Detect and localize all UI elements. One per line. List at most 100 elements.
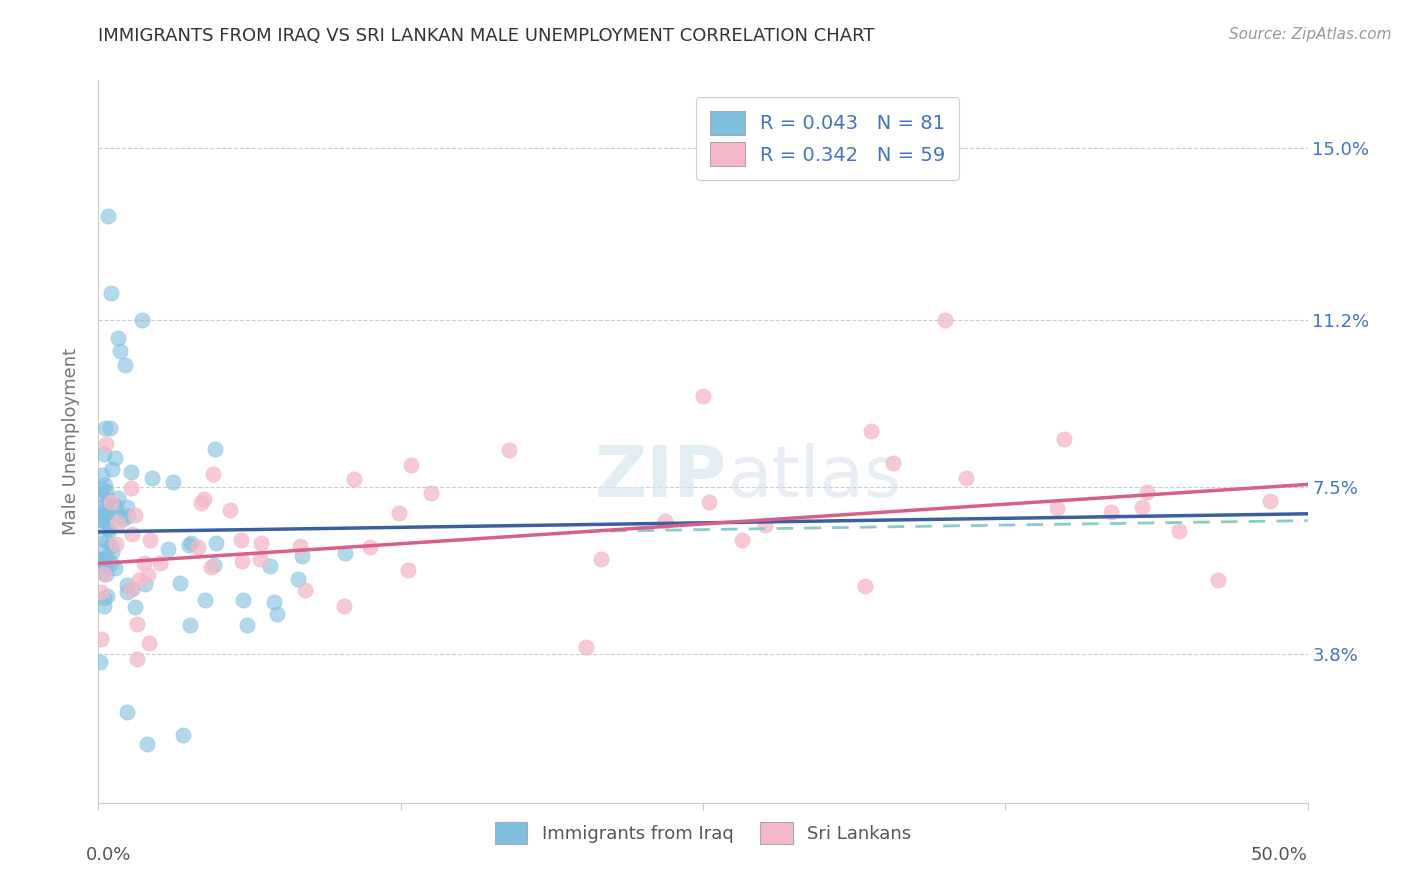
- Point: [187, 541, 209, 555]
- Point: [96, 589, 118, 603]
- Point: [136, 567, 159, 582]
- Point: [131, 312, 153, 326]
- Point: [419, 485, 441, 500]
- Point: [97, 209, 120, 223]
- Point: [193, 491, 215, 506]
- Point: [179, 618, 201, 632]
- Point: [96, 549, 118, 564]
- Point: [117, 584, 139, 599]
- Point: [93, 591, 115, 605]
- Text: Source: ZipAtlas.com: Source: ZipAtlas.com: [1229, 27, 1392, 42]
- Point: [96, 521, 118, 535]
- Point: [110, 510, 132, 524]
- Point: [100, 495, 122, 509]
- Point: [177, 537, 200, 551]
- Point: [91, 504, 114, 518]
- Point: [94, 499, 117, 513]
- Point: [288, 539, 311, 553]
- Point: [121, 582, 143, 597]
- Point: [591, 552, 613, 566]
- Point: [287, 572, 309, 586]
- Point: [180, 536, 202, 550]
- Point: [114, 358, 136, 372]
- Point: [90, 513, 112, 527]
- Point: [94, 504, 117, 518]
- Point: [115, 578, 138, 592]
- Point: [124, 508, 146, 522]
- Point: [127, 617, 149, 632]
- Point: [90, 632, 112, 647]
- Point: [120, 582, 142, 596]
- Point: [249, 552, 271, 566]
- Point: [1136, 484, 1159, 499]
- Point: [100, 539, 122, 553]
- Point: [93, 553, 115, 567]
- Point: [93, 447, 115, 461]
- Point: [90, 555, 112, 569]
- Point: [90, 584, 112, 599]
- Point: [169, 575, 191, 590]
- Point: [1258, 493, 1281, 508]
- Point: [731, 533, 754, 548]
- Point: [90, 487, 112, 501]
- Point: [266, 607, 288, 621]
- Point: [128, 573, 150, 587]
- Point: [135, 737, 157, 751]
- Point: [250, 536, 273, 550]
- Point: [138, 636, 160, 650]
- Point: [204, 442, 226, 456]
- Point: [93, 543, 115, 558]
- Y-axis label: Male Unemployment: Male Unemployment: [62, 348, 80, 535]
- Point: [104, 537, 127, 551]
- Point: [399, 458, 422, 472]
- Point: [90, 482, 112, 496]
- Point: [103, 499, 125, 513]
- Point: [100, 285, 122, 300]
- Point: [134, 577, 156, 591]
- Text: 0.0%: 0.0%: [86, 847, 132, 864]
- Point: [97, 494, 120, 508]
- Point: [96, 491, 118, 506]
- Point: [117, 508, 139, 523]
- Point: [104, 451, 127, 466]
- Point: [396, 563, 419, 577]
- Point: [107, 331, 129, 345]
- Point: [231, 554, 253, 568]
- Point: [94, 558, 117, 573]
- Point: [96, 506, 118, 520]
- Point: [120, 482, 142, 496]
- Point: [200, 560, 222, 574]
- Point: [149, 556, 172, 570]
- Point: [107, 491, 129, 505]
- Point: [89, 531, 111, 545]
- Point: [1099, 505, 1122, 519]
- Point: [882, 456, 904, 470]
- Text: ZIP: ZIP: [595, 443, 727, 512]
- Point: [94, 421, 117, 435]
- Text: atlas: atlas: [727, 443, 901, 512]
- Point: [139, 533, 162, 548]
- Point: [853, 579, 876, 593]
- Point: [94, 478, 117, 492]
- Point: [172, 728, 194, 742]
- Point: [333, 546, 356, 560]
- Point: [259, 559, 281, 574]
- Point: [1130, 500, 1153, 514]
- Point: [1046, 500, 1069, 515]
- Point: [388, 506, 411, 520]
- Point: [654, 515, 676, 529]
- Point: [202, 558, 225, 572]
- Point: [754, 518, 776, 533]
- Point: [101, 545, 124, 559]
- Point: [89, 552, 111, 566]
- Point: [100, 556, 122, 570]
- Point: [111, 512, 134, 526]
- Point: [162, 475, 184, 489]
- Point: [125, 651, 148, 665]
- Point: [94, 483, 117, 498]
- Point: [89, 511, 111, 525]
- Point: [236, 618, 259, 632]
- Point: [219, 502, 242, 516]
- Point: [107, 516, 129, 531]
- Point: [94, 567, 117, 582]
